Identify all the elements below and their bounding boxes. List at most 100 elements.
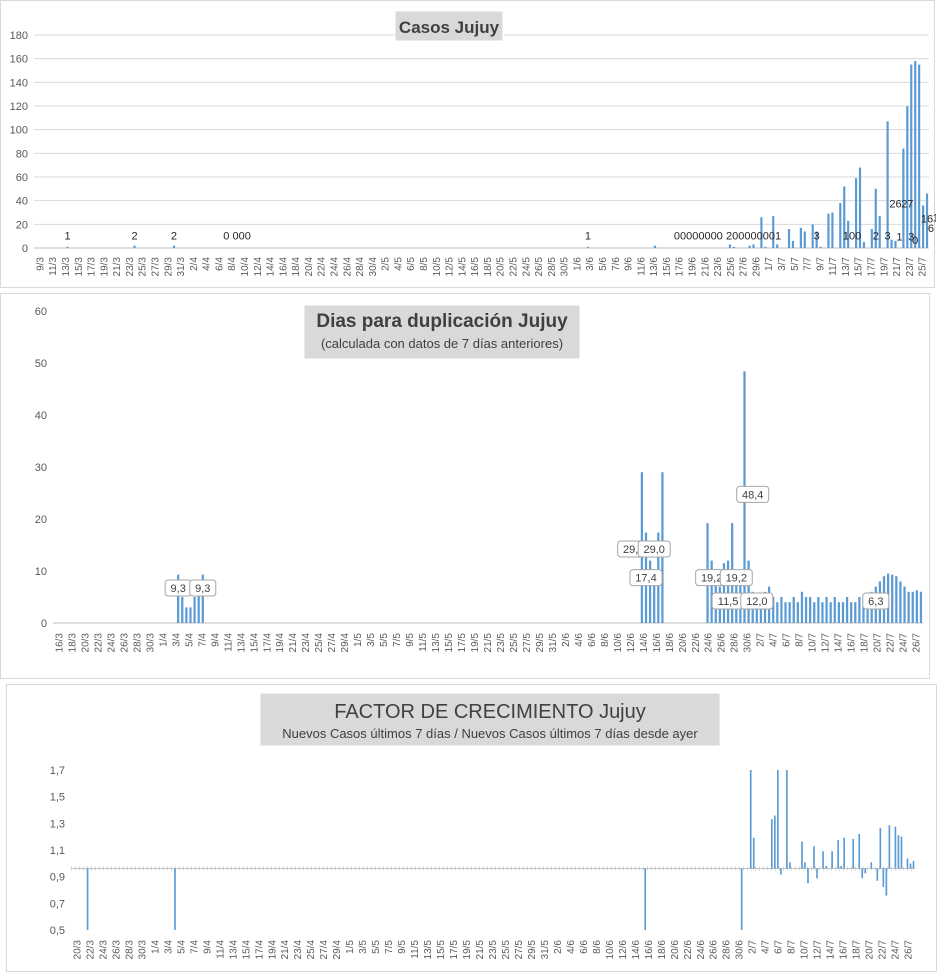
bar	[888, 825, 891, 869]
bar	[891, 574, 894, 623]
x-tick-label: 18/5	[483, 257, 494, 277]
x-tick-label: 19/5	[462, 940, 473, 960]
x-tick-label: 21/5	[475, 940, 486, 960]
y-tick-label: 0,5	[50, 925, 65, 937]
x-tick-label: 7/5	[384, 940, 395, 954]
x-tick-label: 25/5	[509, 633, 520, 653]
x-tick-label: 24/7	[891, 940, 902, 960]
bar	[759, 597, 763, 623]
bar	[653, 571, 656, 623]
x-tick-label: 20/7	[873, 633, 884, 653]
bar	[861, 868, 864, 879]
factor-crecimiento-chart: 0,50,70,91,11,31,51,720/3 22/3 24/3 26/3 28/…	[50, 692, 915, 960]
x-tick-label: 7/6	[611, 257, 622, 271]
bar	[841, 602, 845, 623]
data-label: 200000001	[726, 230, 781, 242]
x-tick-label: 28/5	[547, 257, 558, 277]
x-tick-label: 29/6	[751, 257, 762, 277]
bar	[774, 815, 776, 869]
x-tick-label: 15/3	[74, 257, 85, 277]
bar	[858, 597, 861, 623]
x-tick-label: 21/6	[700, 257, 711, 277]
data-label: 2	[171, 230, 177, 242]
bar	[804, 862, 806, 869]
y-tick-label: 180	[10, 30, 28, 42]
bar	[922, 205, 925, 248]
bar	[786, 770, 788, 869]
bar	[816, 868, 818, 879]
x-tick-label: 17/5	[449, 940, 460, 960]
bar	[776, 244, 779, 248]
bar	[780, 597, 783, 623]
bar	[201, 574, 204, 623]
x-tick-label: 30/5	[560, 257, 571, 277]
bar	[710, 560, 713, 623]
x-tick-label: 16/3	[54, 633, 65, 653]
bar	[172, 245, 176, 248]
x-tick-label: 22/7	[878, 940, 889, 960]
x-tick-label: 16/7	[839, 940, 850, 960]
x-tick-label: 12/7	[821, 633, 832, 653]
bar	[813, 602, 816, 623]
x-tick-label: 21/5	[483, 633, 494, 653]
x-tick-label: 4/6	[574, 633, 585, 647]
x-tick-label: 18/6	[665, 633, 676, 653]
x-tick-label: 15/6	[662, 257, 673, 277]
x-tick-label: 16/6	[652, 633, 663, 653]
data-label: 17,4	[635, 573, 656, 585]
x-tick-label: 7/7	[803, 257, 814, 271]
bar	[811, 224, 814, 248]
y-tick-label: 0,9	[50, 872, 65, 884]
x-tick-label: 18/3	[67, 633, 78, 653]
bar	[807, 868, 809, 884]
x-tick-label: 11/4	[223, 633, 234, 652]
x-tick-label: 13/5	[423, 940, 434, 960]
x-tick-label: 5/7	[790, 257, 801, 271]
bar	[780, 868, 782, 875]
x-tick-label: 13/3	[61, 257, 72, 277]
x-tick-label: 11/6	[636, 257, 647, 276]
x-tick-label: 24/3	[98, 940, 109, 960]
y-tick-label: 1,1	[50, 845, 65, 857]
bar	[837, 840, 839, 869]
bar	[866, 597, 869, 623]
x-tick-label: 23/4	[301, 633, 312, 653]
x-tick-label: 4/7	[761, 940, 772, 954]
x-tick-label: 11/5	[418, 633, 429, 652]
x-tick-label: 29/4	[332, 940, 343, 960]
bar	[181, 597, 184, 623]
x-tick-label: 22/3	[85, 940, 96, 960]
x-tick-label: 27/4	[327, 633, 338, 653]
x-tick-label: 1/5	[345, 940, 356, 954]
x-tick-label: 23/5	[488, 940, 499, 960]
bar	[770, 819, 773, 869]
x-tick-label: 6/7	[782, 633, 793, 647]
y-tick-label: 1,7	[50, 765, 65, 777]
bar	[804, 597, 808, 623]
x-tick-label: 23/5	[496, 633, 507, 653]
data-label: 6	[928, 223, 934, 235]
chart-title: Casos Jujuy	[399, 18, 500, 37]
x-tick-label: 21/7	[892, 257, 903, 277]
bar	[854, 178, 858, 248]
chart-title: Dias para duplicación Jujuy	[316, 311, 568, 332]
x-tick-label: 8/4	[227, 257, 238, 271]
x-tick-label: 26/7	[912, 633, 923, 653]
x-tick-label: 20/6	[670, 940, 681, 960]
bar	[801, 841, 803, 869]
x-tick-label: 12/6	[626, 633, 637, 653]
bar	[825, 597, 828, 623]
data-label: 26	[889, 198, 901, 210]
bar	[817, 597, 820, 623]
data-label: 6,3	[868, 596, 883, 608]
x-tick-label: 26/6	[709, 940, 720, 960]
x-tick-label: 13/5	[431, 633, 442, 653]
bar	[864, 868, 867, 874]
duplicacion-chart-panel: 0 10 20 30 40 50 60 16/3 18/3 20/3 22/3 24/3 26/3 28/…	[0, 293, 930, 679]
bar	[854, 602, 857, 623]
y-tick-label: 1,5	[50, 792, 65, 804]
x-tick-label: 25/3	[138, 257, 149, 277]
chart-title: FACTOR DE CRECIMIENTO Jujuy	[334, 701, 646, 723]
x-tick-label: 9/3	[35, 257, 46, 271]
x-tick-label: 30/3	[145, 633, 156, 653]
